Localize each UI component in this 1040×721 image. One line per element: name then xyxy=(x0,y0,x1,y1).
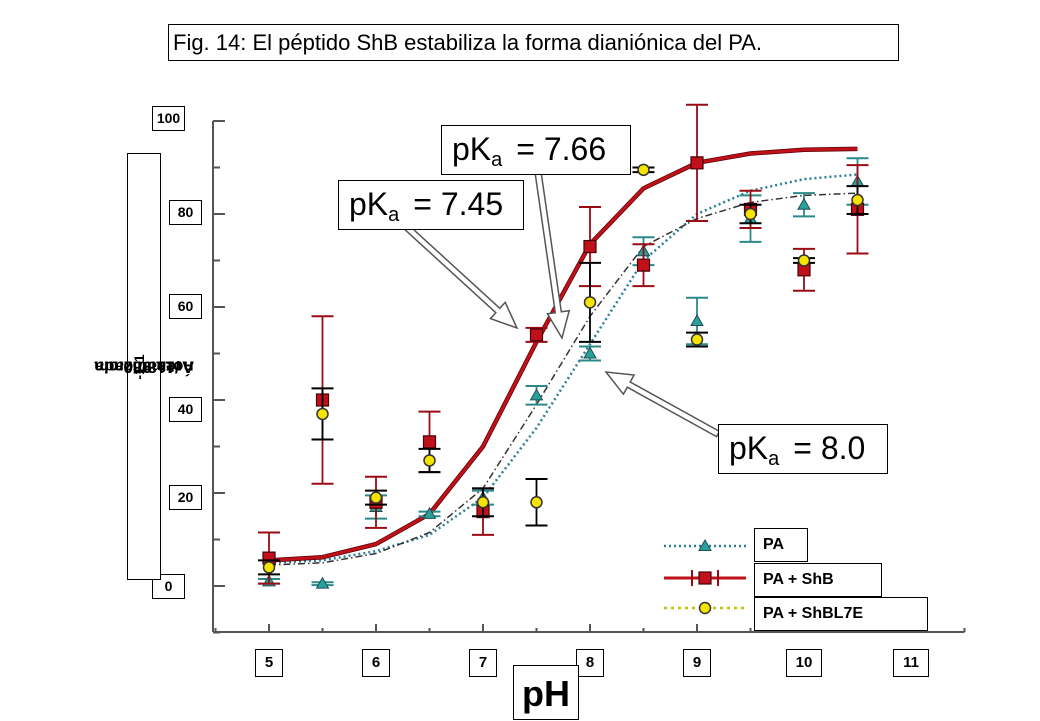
x-tick-label: 9 xyxy=(683,649,711,677)
point-square-7 xyxy=(636,258,651,272)
y-tick-label: 80 xyxy=(169,200,202,225)
arrow-pka-shb xyxy=(533,163,571,340)
x-tick-label: 6 xyxy=(362,649,390,677)
pka-label-shbl7e: pKa = 7.45 xyxy=(338,180,524,230)
point-circle-1 xyxy=(316,407,329,421)
point-circle-0 xyxy=(262,561,276,574)
point-circle-2 xyxy=(369,491,383,504)
figure-title: Fig. 14: El péptido ShB estabiliza la fo… xyxy=(168,24,899,61)
legend-swatches xyxy=(664,538,746,615)
arrow-pka-pa xyxy=(604,371,721,438)
point-triangle-8 xyxy=(690,313,704,326)
legend-marker-circle xyxy=(698,601,712,615)
point-triangle-10 xyxy=(797,197,811,210)
x-tick-label: 8 xyxy=(576,649,604,677)
point-circle-6 xyxy=(583,296,597,309)
legend-marker-triangle xyxy=(698,538,712,551)
data-points xyxy=(258,103,869,589)
point-circle-11 xyxy=(851,193,864,207)
point-square-6 xyxy=(583,239,597,254)
x-tick-label: 11 xyxy=(893,649,929,677)
point-circle-5 xyxy=(530,496,543,509)
legend-label-pa-shb: PA + ShB xyxy=(754,563,882,597)
axes xyxy=(212,120,966,634)
point-triangle-1 xyxy=(315,576,330,589)
point-circle-3 xyxy=(423,454,436,467)
point-triangle-6 xyxy=(583,346,597,359)
y-tick-label: 60 xyxy=(169,294,202,319)
x-tick-label: 5 xyxy=(255,649,283,677)
fit-curve-2 xyxy=(268,192,858,566)
legend-label-pa: PA xyxy=(754,528,808,562)
point-circle-8 xyxy=(690,333,704,346)
fit-curves xyxy=(268,146,858,566)
x-tick-label: 7 xyxy=(469,649,497,677)
y-tick-label: 40 xyxy=(169,397,202,422)
x-axis-label: pH xyxy=(513,665,579,720)
y-tick-label: 0 xyxy=(152,574,185,599)
pka-label-pa: pKa = 8.0 xyxy=(718,424,888,474)
point-square-5 xyxy=(529,328,544,342)
point-square-8 xyxy=(690,156,704,170)
x-tick-label: 10 xyxy=(786,649,822,677)
point-circle-7 xyxy=(637,163,650,177)
point-triangle-3 xyxy=(422,506,437,519)
fit-curve-0 xyxy=(268,173,858,565)
pka-arrows xyxy=(386,163,721,438)
y-tick-label: 20 xyxy=(169,485,202,510)
point-circle-9 xyxy=(744,207,757,221)
y-axis-label: Área 980 cm -1/1180 cm -1 normalizada xyxy=(94,153,194,580)
point-triangle-5 xyxy=(529,388,544,401)
point-circle-4 xyxy=(476,496,490,509)
pka-label-shb: pKa = 7.66 xyxy=(441,125,631,175)
point-square-3 xyxy=(422,435,437,449)
legend-marker-square xyxy=(698,571,712,585)
fit-curve-1 xyxy=(268,147,858,562)
point-circle-10 xyxy=(797,254,811,267)
legend-label-pa-shbl7e: PA + ShBL7E xyxy=(754,597,928,631)
y-tick-label: 100 xyxy=(152,106,185,131)
